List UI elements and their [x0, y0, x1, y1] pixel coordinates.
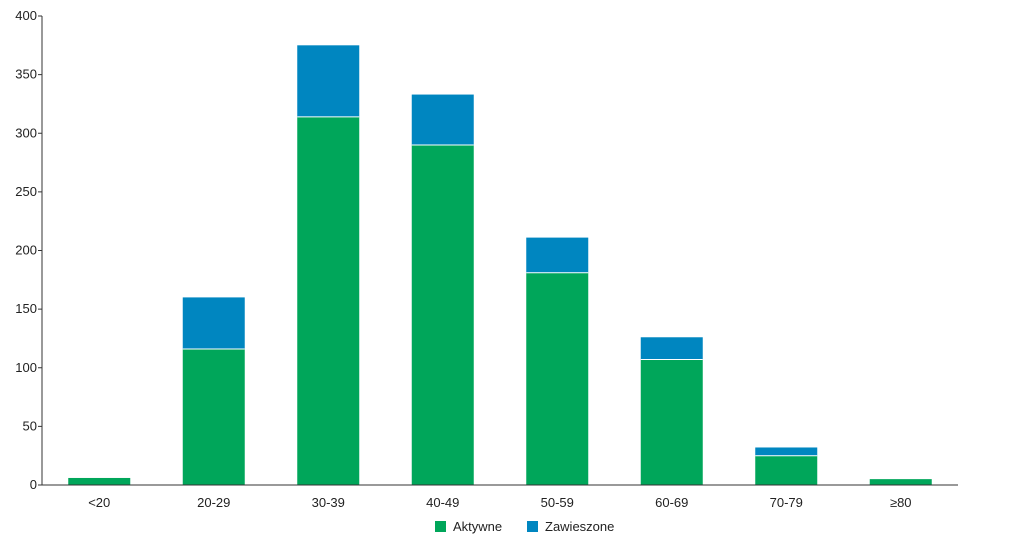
bar-aktywne-5	[640, 359, 703, 485]
x-tick-label: <20	[88, 495, 110, 510]
bar-aktywne-3	[411, 144, 474, 485]
y-tick-label: 0	[30, 477, 37, 492]
bar-zawieszone-4	[526, 237, 589, 273]
bar-aktywne-7	[869, 479, 932, 485]
legend-label-aktywne: Aktywne	[453, 519, 502, 534]
bar-zawieszone-1	[182, 297, 245, 349]
legend-label-zawieszone: Zawieszone	[545, 519, 614, 534]
bar-zawieszone-6	[755, 447, 818, 456]
y-tick-label: 150	[15, 301, 37, 316]
x-tick-label: 20-29	[197, 495, 230, 510]
x-tick-label: ≥80	[890, 495, 912, 510]
y-tick-label: 250	[15, 184, 37, 199]
x-tick-label: 70-79	[770, 495, 803, 510]
bar-aktywne-2	[297, 116, 360, 486]
x-tick-label: 60-69	[655, 495, 688, 510]
bar-aktywne-6	[755, 455, 818, 485]
y-tick-label: 200	[15, 243, 37, 258]
bar-zawieszone-2	[297, 45, 360, 117]
y-tick-label: 50	[23, 418, 37, 433]
y-axis: 0 50 100 150 200 250 300 350 400	[15, 8, 43, 492]
x-tick-label: 50-59	[541, 495, 574, 510]
x-tick-label: 30-39	[312, 495, 345, 510]
bar-aktywne-0	[68, 477, 131, 485]
y-tick-label: 300	[15, 125, 37, 140]
bar-zawieszone-5	[640, 337, 703, 360]
x-tick-label: 40-49	[426, 495, 459, 510]
legend-swatch-aktywne	[435, 521, 446, 532]
bar-aktywne-1	[182, 348, 245, 485]
x-axis: <20 20-29 30-39 40-49 50-59 60-69 70-79 ≥80	[42, 484, 958, 510]
bar-zawieszone-3	[411, 94, 474, 145]
legend: Aktywne Zawieszone	[435, 519, 614, 534]
y-tick-label: 400	[15, 8, 37, 23]
bars	[68, 45, 932, 486]
y-tick-label: 100	[15, 360, 37, 375]
legend-swatch-zawieszone	[527, 521, 538, 532]
bar-aktywne-4	[526, 272, 589, 485]
y-tick-label: 350	[15, 67, 37, 82]
